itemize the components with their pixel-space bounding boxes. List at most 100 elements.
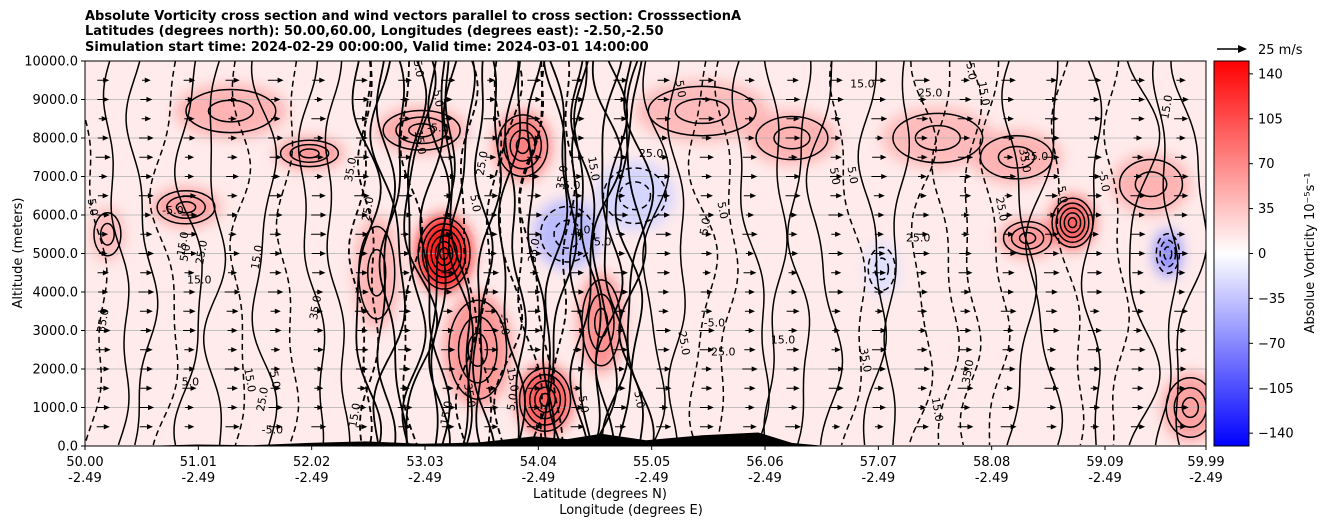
wind-vector-head [878, 289, 885, 295]
wind-vector-head [748, 135, 755, 141]
contour-label: -5.0 [1096, 169, 1113, 192]
wind-vector-head [447, 385, 454, 391]
wind-vector-head [877, 308, 884, 314]
wind-vector-head [835, 135, 842, 141]
wind-vector-head [361, 135, 368, 141]
wind-vector-head [534, 404, 541, 411]
contour-line [828, 61, 866, 446]
wind-vector-head [708, 116, 715, 122]
wind-vector-head [967, 116, 974, 122]
wind-vector-head [1181, 212, 1188, 218]
wind-vector-head [662, 404, 669, 411]
wind-vector-head [1179, 270, 1186, 276]
wind-vector-head [1179, 135, 1186, 141]
wind-vector-head [147, 154, 154, 160]
contour-label: 5.0 [573, 223, 591, 236]
contour-label: 35.0 [307, 294, 324, 320]
contour-loop [1018, 231, 1037, 245]
wind-vector-head [274, 96, 281, 103]
wind-vector-head [363, 173, 370, 180]
contour-label: 5.0 [504, 392, 520, 411]
wind-vector-head [189, 327, 196, 334]
contour-label: 15.0 [771, 334, 796, 347]
colorbar-tick-label: −140 [1258, 427, 1294, 442]
wind-vector-head [621, 270, 628, 276]
wind-vector-head [276, 212, 283, 218]
wind-vector-head [751, 173, 758, 180]
contour-loop [647, 85, 757, 137]
contour-loop [279, 139, 340, 168]
wind-vector-head [748, 289, 755, 295]
wind-vector-head [145, 212, 152, 218]
wind-vector-head [187, 404, 194, 411]
contour-label: -5.0 [559, 179, 580, 192]
wind-vector-head [362, 289, 369, 295]
wind-vector-head [665, 424, 672, 430]
wind-vector-head [362, 116, 369, 122]
contour-line [805, 61, 844, 446]
wind-vector-head [835, 154, 842, 160]
wind-vector-head [534, 385, 541, 391]
wind-vector-head [837, 96, 844, 103]
wind-vector-head [277, 135, 284, 141]
contour-loop [1067, 217, 1078, 229]
wind-vector-head [1053, 385, 1060, 391]
contour-label: 25.0 [254, 386, 271, 412]
wind-vector-head [575, 385, 582, 391]
wind-vector-head [318, 347, 325, 353]
contour-loop [156, 190, 216, 225]
wind-vector-head [967, 424, 974, 430]
wind-vector-head [231, 193, 238, 199]
wind-vector-head [1052, 96, 1059, 103]
contour-label: 5.0 [467, 194, 483, 213]
y-tick-label: 6000.0 [33, 209, 79, 224]
wind-vector-head [361, 327, 368, 334]
wind-vector-head [663, 77, 670, 83]
wind-vector-head [449, 404, 456, 411]
wind-vector-head [1096, 193, 1103, 199]
y-axis-label: Altitude (meters) [11, 198, 26, 309]
contour-line [552, 61, 576, 446]
wind-vector-head [535, 327, 542, 334]
wind-vector-head [148, 404, 155, 411]
contour-loop [867, 246, 896, 292]
wind-vector-head [536, 212, 543, 218]
wind-vector-head [707, 424, 714, 430]
contour-line [378, 61, 408, 446]
wind-vector-head [964, 366, 971, 372]
wind-vector-head [748, 96, 755, 103]
chart-title-line-1: Absolute Vorticity cross section and win… [85, 9, 742, 24]
wind-vector-head [277, 77, 284, 83]
wind-vector-head [881, 116, 888, 122]
wind-vector-head [317, 289, 324, 295]
wind-vector-head [704, 270, 711, 276]
contour-loop [503, 121, 543, 170]
contour-line [731, 61, 770, 446]
wind-vector-head [965, 193, 972, 199]
wind-vector-head [920, 327, 927, 334]
contour-line [375, 61, 397, 446]
wind-vector-head [536, 424, 543, 430]
contour-label: -5.0 [262, 423, 283, 436]
wind-vector-head [446, 231, 453, 237]
colorbar-tick-label: −35 [1258, 292, 1285, 307]
wind-vector-head [190, 193, 197, 199]
wind-vector-head [576, 173, 583, 180]
wind-vector-head [705, 135, 712, 141]
contour-loop [207, 99, 255, 123]
wind-vector-head [878, 193, 885, 199]
quiver-key: 25 m/s [1217, 43, 1303, 58]
wind-vector-head [1008, 270, 1015, 276]
wind-vector-head [921, 308, 928, 314]
wind-vector-head [836, 193, 843, 199]
wind-vector-head [834, 347, 841, 353]
contour-loop [175, 201, 197, 214]
wind-vector-head [403, 270, 410, 276]
wind-vector-head [490, 154, 497, 160]
wind-vector-head [707, 154, 714, 160]
wind-vector-head [967, 154, 974, 160]
wind-vector-head [963, 77, 970, 83]
contour-label: 15.0 [850, 77, 875, 90]
contour-line [149, 61, 179, 446]
